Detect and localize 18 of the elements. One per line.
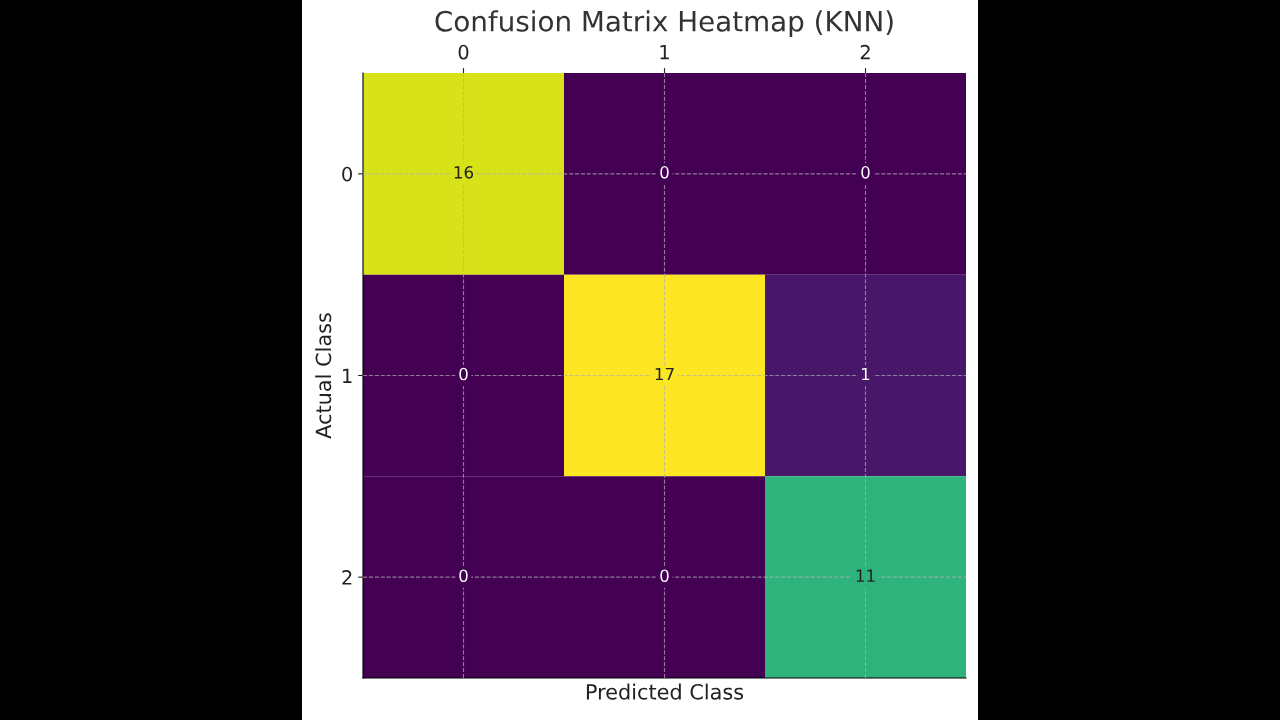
data-label: 0 xyxy=(459,367,468,381)
data-label: 0 xyxy=(861,166,870,179)
x-tick-label: 0 xyxy=(458,44,469,60)
y-tick-label: 0 xyxy=(342,166,352,182)
y-tick-label: 1 xyxy=(343,368,352,383)
data-label: 17 xyxy=(655,367,674,381)
data-label: 0 xyxy=(459,569,468,582)
y-axis-title: Actual Class xyxy=(315,313,332,439)
data-label: 1 xyxy=(862,367,870,381)
data-label: 0 xyxy=(660,166,669,179)
x-tick-label: 1 xyxy=(660,45,669,60)
x-tick-label: 2 xyxy=(860,44,870,60)
data-label: 0 xyxy=(660,569,669,582)
y-tick-label: 2 xyxy=(342,570,352,585)
data-label: 11 xyxy=(856,569,875,582)
x-axis-title: Predicted Class xyxy=(586,683,744,700)
chart-title: Confusion Matrix Heatmap (KNN) xyxy=(435,10,893,38)
data-label: 16 xyxy=(454,166,474,179)
